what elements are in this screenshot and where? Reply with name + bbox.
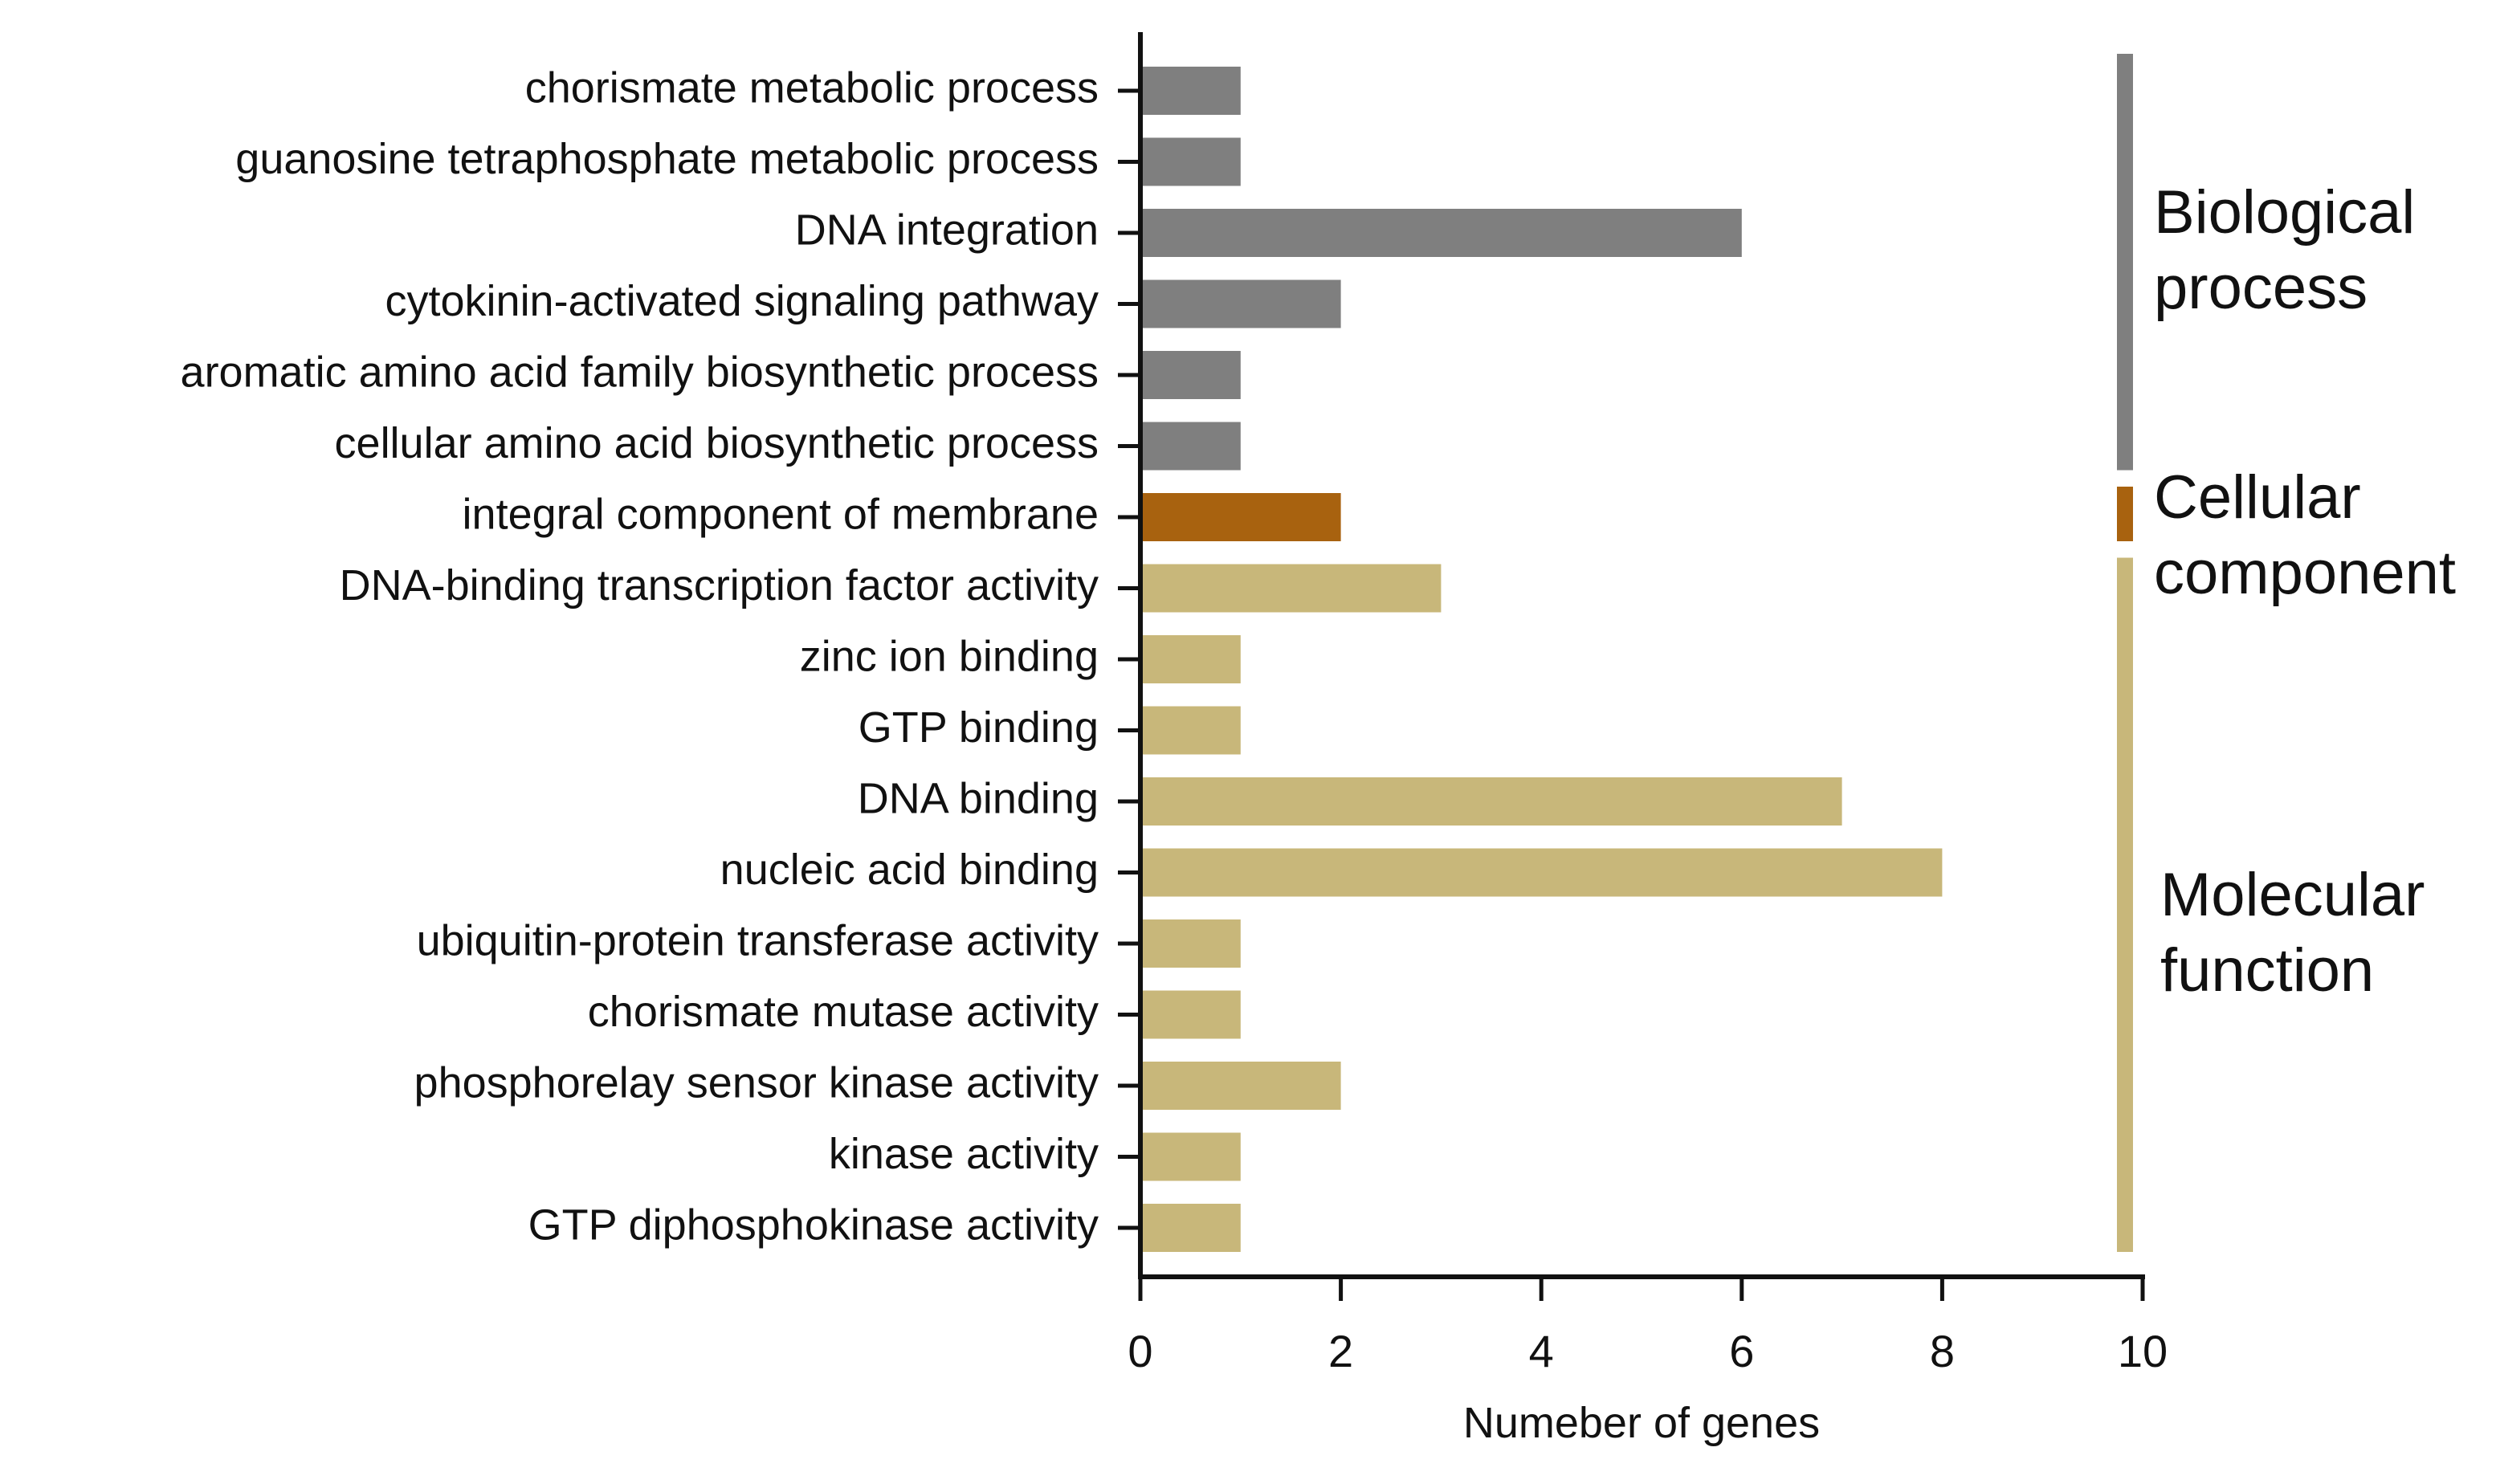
category-label: cytokinin-activated signaling pathway <box>385 277 1099 325</box>
category-label: guanosine tetraphosphate metabolic proce… <box>235 135 1099 183</box>
category-label: nucleic acid binding <box>720 846 1099 894</box>
axes: 0 2 4 6 8 10 Numeber of genes <box>1118 32 2168 1447</box>
x-tick-label: 6 <box>1729 1326 1754 1376</box>
x-tick-label: 2 <box>1328 1326 1353 1376</box>
x-tick-label: 0 <box>1128 1326 1152 1376</box>
category-label: GTP binding <box>859 703 1099 752</box>
group-brackets: Biological process Cellular component Molecu… <box>2117 54 2456 1252</box>
bar <box>1140 279 1341 328</box>
bar <box>1140 990 1241 1039</box>
bar <box>1140 848 1943 897</box>
group-label-line2: process <box>2154 254 2368 322</box>
bar <box>1140 493 1341 541</box>
category-label: kinase activity <box>829 1130 1099 1178</box>
bar <box>1140 1132 1241 1181</box>
bar <box>1140 635 1241 683</box>
group-bracket <box>2117 487 2133 541</box>
x-axis-title: Numeber of genes <box>1463 1399 1820 1447</box>
bar <box>1140 919 1241 968</box>
group-label-line2: function <box>2160 936 2374 1005</box>
x-tick-label: 4 <box>1529 1326 1554 1376</box>
category-label: chorismate metabolic process <box>525 63 1099 112</box>
group-label-line1: Molecular <box>2160 861 2425 929</box>
category-label: cellular amino acid biosynthetic process <box>335 419 1099 467</box>
group-label-line1: Biological <box>2154 178 2415 247</box>
category-label: DNA-binding transcription factor activit… <box>340 561 1099 610</box>
bars-layer <box>1140 67 1943 1252</box>
x-tick-label: 8 <box>1930 1326 1955 1376</box>
category-label: GTP diphosphokinase activity <box>528 1201 1099 1249</box>
group-label-line2: component <box>2154 539 2456 607</box>
group-label-line1: Cellular <box>2154 463 2361 532</box>
category-label: ubiquitin-protein transferase activity <box>417 916 1099 964</box>
bar <box>1140 777 1842 826</box>
category-label: chorismate mutase activity <box>588 988 1099 1036</box>
group-bracket <box>2117 54 2133 471</box>
bar <box>1140 706 1241 755</box>
group-bracket <box>2117 557 2133 1252</box>
bar <box>1140 422 1241 471</box>
bar <box>1140 564 1442 613</box>
bar <box>1140 1204 1241 1252</box>
category-label: zinc ion binding <box>800 632 1099 680</box>
bar <box>1140 67 1241 115</box>
category-labels: chorismate metabolic process guanosine te… <box>181 63 1099 1249</box>
bar <box>1140 137 1241 186</box>
category-label: integral component of membrane <box>463 490 1099 538</box>
bar <box>1140 209 1742 257</box>
bar <box>1140 1062 1341 1110</box>
category-label: DNA binding <box>858 774 1099 822</box>
category-label: DNA integration <box>795 206 1099 254</box>
x-tick-label: 10 <box>2118 1326 2168 1376</box>
bar <box>1140 351 1241 399</box>
category-label: phosphorelay sensor kinase activity <box>414 1058 1099 1107</box>
category-label: aromatic amino acid family biosynthetic … <box>181 348 1099 396</box>
